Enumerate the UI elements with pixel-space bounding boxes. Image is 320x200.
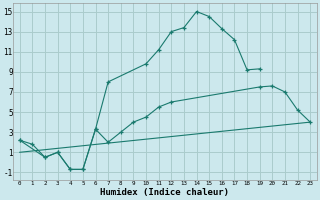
X-axis label: Humidex (Indice chaleur): Humidex (Indice chaleur): [100, 188, 229, 197]
